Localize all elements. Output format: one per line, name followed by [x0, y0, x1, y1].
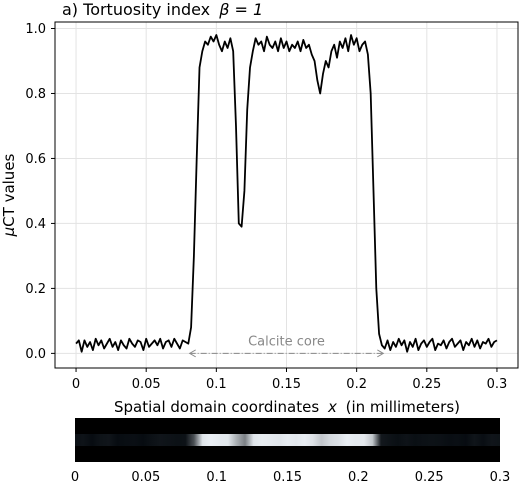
x-tick-label: 0.3: [487, 377, 508, 392]
y-axis-label-text: CT values: [0, 153, 18, 226]
x-tick-label: 0.15: [272, 377, 301, 392]
calcite-core-annotation: Calcite core: [188, 334, 385, 358]
arrowhead-right: [377, 349, 385, 358]
grid: [55, 22, 518, 368]
chart-title-text: a) Tortuosity index: [62, 0, 210, 19]
y-tick-label: 0.4: [25, 217, 46, 232]
ct-strip-band: [75, 418, 500, 462]
arrowhead-left: [188, 349, 196, 358]
x-axis-label-suffix: (in millimeters): [346, 398, 460, 416]
strip-tick-label: 0.3: [490, 470, 511, 484]
chart-title: a) Tortuosity index β = 1: [62, 0, 263, 19]
y-axis-label: μCT values: [0, 153, 18, 237]
x-axis-label-prefix: Spatial domain coordinates: [114, 398, 319, 416]
y-tick-label: 0.8: [25, 87, 46, 102]
ct-strip-bottom-mask: [75, 446, 500, 462]
strip-tick-label: 0.05: [131, 470, 160, 484]
y-axis-label-math: μ: [0, 227, 18, 238]
x-axis-label-var: x: [327, 398, 337, 416]
x-tick-label: 0.25: [412, 377, 441, 392]
x-tick-label: 0.1: [206, 377, 227, 392]
x-axis-label: Spatial domain coordinates x (in millime…: [114, 398, 460, 416]
chart-title-math: β = 1: [218, 0, 263, 19]
ct-strip-axis: 0 0.05 0.1 0.15 0.2 0.25 0.3: [71, 470, 510, 484]
ct-strip: 0 0.05 0.1 0.15 0.2 0.25 0.3: [71, 418, 510, 484]
annotation-label: Calcite core: [248, 334, 325, 349]
strip-tick-label: 0.2: [348, 470, 369, 484]
strip-tick-label: 0: [71, 470, 79, 484]
series-line: [75, 34, 498, 353]
ct-strip-top-mask: [75, 418, 500, 434]
y-tick-label: 1.0: [25, 22, 46, 37]
x-axis: 0 0.05 0.1 0.15 0.2 0.25 0.3: [72, 368, 507, 392]
y-tick-label: 0.0: [25, 347, 46, 362]
x-tick-label: 0.05: [132, 377, 161, 392]
x-tick-label: 0: [72, 377, 80, 392]
x-tick-label: 0.2: [346, 377, 367, 392]
strip-tick-label: 0.15: [273, 470, 302, 484]
strip-tick-label: 0.25: [415, 470, 444, 484]
strip-tick-label: 0.1: [206, 470, 227, 484]
y-axis: 0.0 0.2 0.4 0.6 0.8 1.0: [25, 22, 55, 362]
y-tick-label: 0.6: [25, 152, 46, 167]
y-tick-label: 0.2: [25, 282, 46, 297]
plot-area: 0.0 0.2 0.4 0.6 0.8 1.0 0 0.05 0.1 0.15 0.2 0.25 0.…: [25, 21, 519, 392]
